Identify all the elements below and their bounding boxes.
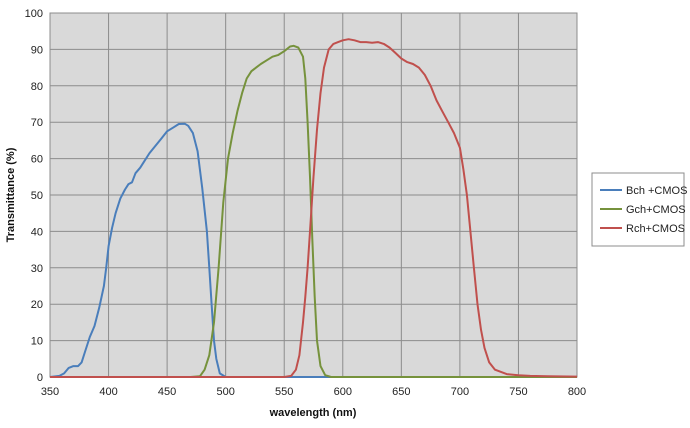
x-tick-label: 500: [216, 386, 234, 398]
x-tick-label: 800: [568, 386, 586, 398]
x-tick-label: 650: [392, 386, 410, 398]
x-axis-title: wavelength (nm): [269, 407, 357, 419]
grid-lines: [50, 13, 577, 377]
y-tick-label: 40: [31, 226, 43, 238]
x-tick-label: 750: [509, 386, 527, 398]
y-tick-label: 100: [25, 8, 43, 20]
x-tick-label: 700: [451, 386, 469, 398]
x-tick-label: 450: [158, 386, 176, 398]
y-tick-label: 20: [31, 299, 43, 311]
x-tick-labels: 350 400 450 500 550 600 650 700 750 800: [41, 386, 586, 398]
legend: Bch +CMOS Gch+CMOS Rch+CMOS: [591, 172, 687, 247]
legend-label: Rch+CMOS: [626, 223, 685, 235]
y-tick-label: 70: [31, 117, 43, 129]
y-tick-label: 30: [31, 263, 43, 275]
x-tick-label: 550: [275, 386, 293, 398]
legend-label: Gch+CMOS: [626, 204, 686, 216]
y-axis-title: Transmittance (%): [5, 147, 17, 242]
legend-label: Bch +CMOS: [626, 185, 687, 197]
x-tick-label: 400: [99, 386, 117, 398]
y-tick-labels: 0 10 20 30 40 50 60 70 80 90 100: [25, 8, 43, 384]
series-line-1: [49, 122, 577, 378]
y-tick-label: 50: [31, 190, 43, 202]
y-tick-label: 90: [31, 44, 43, 56]
x-tick-label: 350: [41, 386, 59, 398]
x-tick-label: 600: [334, 386, 352, 398]
series-line-2: [50, 44, 577, 378]
series-lines: [49, 38, 578, 378]
y-tick-label: 60: [31, 154, 43, 166]
y-tick-label: 0: [37, 372, 43, 384]
series-line-3: [50, 38, 578, 378]
y-tick-label: 10: [31, 336, 43, 348]
y-tick-label: 80: [31, 81, 43, 93]
